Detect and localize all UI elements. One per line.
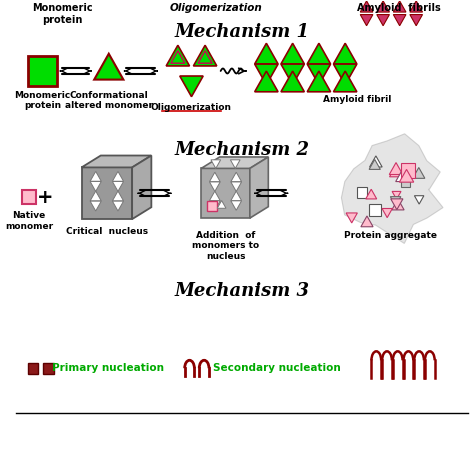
Polygon shape [396,168,411,182]
Polygon shape [370,156,382,167]
Polygon shape [112,191,124,201]
Polygon shape [391,199,403,210]
Text: Critical  nucleus: Critical nucleus [66,227,148,236]
Polygon shape [210,182,220,191]
Bar [28,56,57,86]
Text: Mechanism 3: Mechanism 3 [174,282,310,300]
Polygon shape [90,191,101,201]
Text: Oligomerization: Oligomerization [151,103,232,112]
Polygon shape [201,157,268,168]
Polygon shape [410,15,422,26]
Text: Mechanism 2: Mechanism 2 [174,140,310,158]
Polygon shape [255,43,278,64]
Polygon shape [334,64,357,85]
Polygon shape [400,169,414,182]
Polygon shape [307,71,330,92]
Polygon shape [210,172,220,182]
Text: Native
monomer: Native monomer [5,211,53,230]
Text: Conformational
altered monomer: Conformational altered monomer [65,91,153,110]
Bar [43,363,54,374]
Polygon shape [413,167,425,178]
Polygon shape [211,160,221,168]
Polygon shape [369,159,380,169]
Bar [401,164,415,178]
Polygon shape [392,191,401,199]
Bar [357,188,367,198]
Text: Monomeric
protein: Monomeric protein [15,91,71,110]
Polygon shape [193,46,217,66]
Bar [207,201,217,210]
Polygon shape [166,46,190,66]
Polygon shape [389,163,403,174]
Polygon shape [307,43,330,64]
Polygon shape [82,155,151,167]
Polygon shape [360,1,373,12]
Text: Amyloid fibril: Amyloid fibril [323,95,391,104]
Polygon shape [334,71,357,92]
Polygon shape [112,201,124,211]
Text: Mechanism 1: Mechanism 1 [174,23,310,41]
Text: Addition  of
monomers to
nucleus: Addition of monomers to nucleus [192,231,259,261]
Polygon shape [132,155,151,219]
Polygon shape [217,201,226,208]
Polygon shape [391,197,401,206]
Bar [27,363,38,374]
Polygon shape [361,216,373,227]
Polygon shape [366,189,377,199]
Polygon shape [281,71,304,92]
Polygon shape [360,15,373,26]
Polygon shape [90,182,101,191]
Polygon shape [346,213,357,223]
Polygon shape [90,201,101,211]
Polygon shape [210,191,220,201]
Text: Primary nucleation: Primary nucleation [52,363,164,373]
Polygon shape [377,15,390,26]
Polygon shape [281,64,304,85]
Polygon shape [414,196,424,204]
Polygon shape [393,15,406,26]
Text: Monomeric
protein: Monomeric protein [32,3,92,25]
Polygon shape [231,172,242,182]
Polygon shape [410,1,422,12]
Polygon shape [250,157,268,218]
Polygon shape [377,1,390,12]
Polygon shape [255,71,278,92]
Polygon shape [112,172,124,181]
Polygon shape [180,76,203,97]
Bar [369,204,381,216]
Polygon shape [94,54,123,80]
Bar [82,167,132,219]
Bar [401,178,410,187]
Polygon shape [382,209,392,218]
Polygon shape [90,172,101,181]
Text: Oligomerization: Oligomerization [169,3,262,13]
Polygon shape [392,199,404,210]
Polygon shape [334,43,357,64]
Polygon shape [210,201,220,210]
Polygon shape [112,182,124,191]
Text: +: + [37,188,54,207]
Polygon shape [390,167,401,177]
Polygon shape [393,1,406,12]
Polygon shape [231,191,242,201]
Polygon shape [307,64,330,85]
Bar [22,190,36,204]
Polygon shape [231,201,242,210]
Polygon shape [230,160,240,168]
Polygon shape [255,64,278,85]
Bar [201,168,250,218]
Polygon shape [231,182,242,191]
Polygon shape [281,43,304,64]
Text: Secondary nucleation: Secondary nucleation [213,363,341,373]
Polygon shape [341,134,443,244]
Text: Amyloid  fibrils: Amyloid fibrils [357,3,440,13]
Text: Protein aggregate: Protein aggregate [345,231,438,240]
